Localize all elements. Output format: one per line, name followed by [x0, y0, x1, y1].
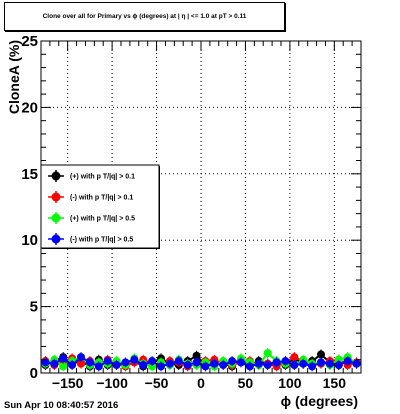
data-point: [77, 353, 85, 361]
data-point: [281, 357, 289, 365]
data-point: [95, 362, 103, 370]
legend-label: (-) with p T/|q| > 0.1: [70, 195, 133, 202]
data-point: [59, 362, 67, 370]
data-point: [353, 360, 361, 368]
y-tick-label: 5: [30, 299, 38, 316]
y-axis-label: CloneA (%): [6, 40, 22, 114]
data-point: [273, 358, 281, 366]
data-point: [59, 354, 67, 362]
data-point: [308, 362, 316, 370]
data-point: [255, 360, 263, 368]
data-point: [326, 360, 334, 368]
data-point: [264, 349, 272, 357]
y-tick-label: 15: [21, 166, 38, 183]
data-point: [50, 360, 58, 368]
data-point: [219, 361, 227, 369]
data-point: [68, 361, 76, 369]
data-point: [86, 358, 94, 366]
data-point: [104, 357, 112, 365]
legend-marker: [52, 235, 61, 244]
data-point: [113, 361, 121, 369]
data-point: [317, 350, 325, 358]
legend-label: (+) with p T/|q| > 0.5: [70, 216, 135, 223]
y-tick-label: 10: [21, 232, 38, 249]
data-point: [299, 360, 307, 368]
data-point: [335, 361, 343, 369]
legend-marker: [52, 214, 61, 223]
data-point: [175, 357, 183, 365]
data-point: [317, 358, 325, 366]
data-point: [201, 362, 209, 370]
data-point: [130, 356, 138, 364]
data-point: [157, 362, 165, 370]
data-point: [210, 360, 218, 368]
x-tick-label: −150: [52, 375, 84, 391]
legend-marker: [52, 193, 61, 202]
y-tick-label: 0: [30, 365, 38, 382]
y-tick-label: 20: [21, 99, 38, 116]
data-point: [237, 358, 245, 366]
x-tick-label: 50: [238, 375, 254, 391]
data-point: [193, 358, 201, 366]
legend-marker: [52, 172, 61, 181]
data-point: [290, 353, 298, 361]
data-point: [148, 357, 156, 365]
data-point: [246, 362, 254, 370]
x-tick-label: 150: [323, 375, 347, 391]
x-tick-label: 0: [197, 375, 205, 391]
data-point: [184, 361, 192, 369]
legend-label: (+) with p T/|q| > 0.1: [70, 174, 135, 181]
x-tick-label: −100: [96, 375, 128, 391]
legend: (+) with p T/|q| > 0.1 (-) with p T/|q| >…: [41, 165, 160, 249]
data-point: [121, 358, 129, 366]
y-tick-label: 25: [21, 33, 38, 50]
data-point: [344, 357, 352, 365]
data-point: [228, 357, 236, 365]
legend-label: (-) with p T/|q| > 0.5: [70, 237, 133, 244]
data-point: [264, 361, 272, 369]
data-point: [166, 360, 174, 368]
data-point: [139, 361, 147, 369]
x-tick-label: −50: [145, 375, 169, 391]
data-point: [290, 361, 298, 369]
x-axis-label: ϕ (degrees): [281, 393, 358, 409]
timestamp: Sun Apr 10 08:40:57 2016: [4, 400, 118, 411]
x-tick-label: 100: [278, 375, 302, 391]
